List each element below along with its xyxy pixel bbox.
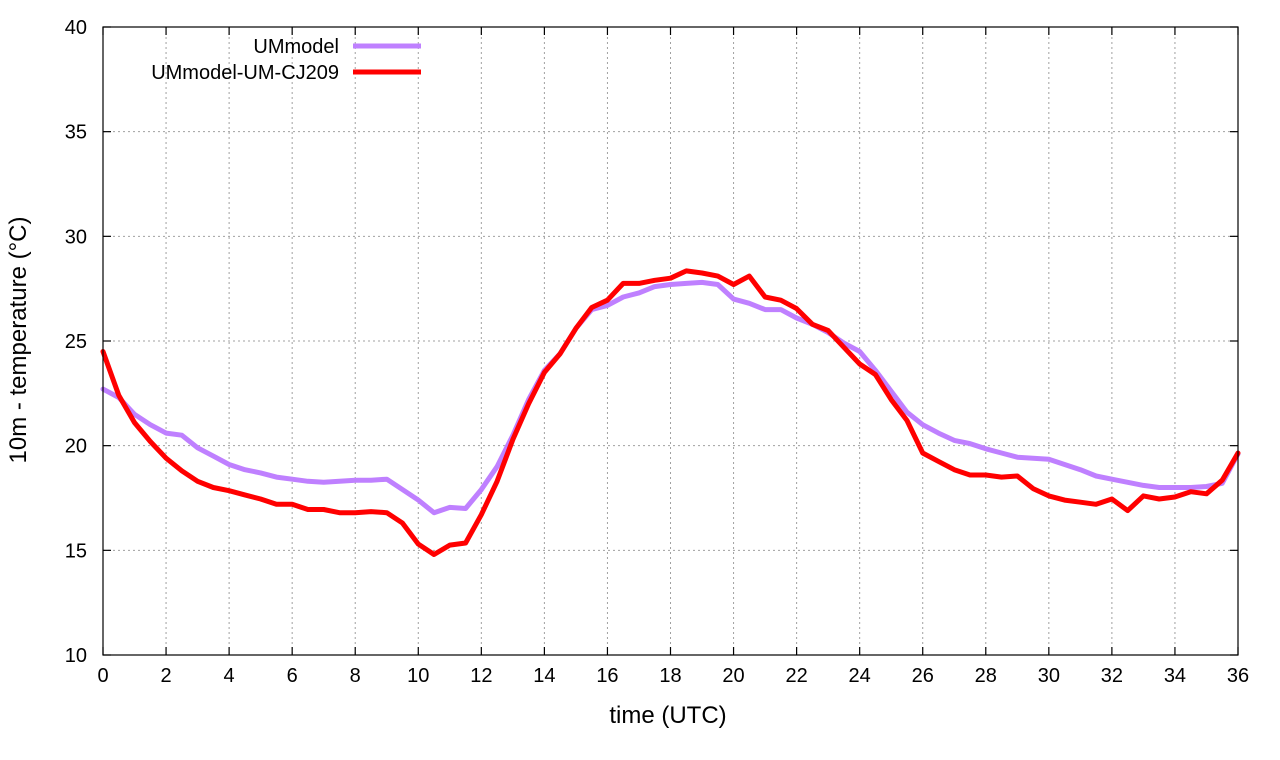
x-tick-label: 6 xyxy=(287,665,298,687)
x-axis-title: time (UTC) xyxy=(609,702,726,729)
x-tick-label: 8 xyxy=(350,665,361,687)
y-tick-label: 40 xyxy=(65,17,87,39)
x-tick-label: 4 xyxy=(224,665,235,687)
grid xyxy=(103,27,1238,655)
legend-label: UMmodel-UM-CJ209 xyxy=(151,62,339,84)
x-tick-label: 22 xyxy=(785,665,807,687)
y-tick-label: 10 xyxy=(65,645,87,667)
x-tick-label: 16 xyxy=(596,665,618,687)
x-tick-label: 18 xyxy=(659,665,681,687)
x-tick-label: 26 xyxy=(912,665,934,687)
legend-label: UMmodel xyxy=(253,36,339,58)
ticks xyxy=(102,26,1239,656)
y-tick-label: 35 xyxy=(65,122,87,144)
x-tick-label: 36 xyxy=(1227,665,1249,687)
y-tick-label: 20 xyxy=(65,436,87,458)
x-tick-label: 0 xyxy=(97,665,108,687)
x-tick-label: 24 xyxy=(849,665,871,687)
y-axis-title: 10m - temperature (°C) xyxy=(5,217,32,464)
y-tick-label: 25 xyxy=(65,331,87,353)
x-tick-label: 12 xyxy=(470,665,492,687)
series-layer xyxy=(100,268,1241,557)
x-tick-label: 10 xyxy=(407,665,429,687)
y-tick-label: 30 xyxy=(65,226,87,248)
series-line-1 xyxy=(100,279,1241,516)
x-tick-label: 20 xyxy=(722,665,744,687)
legend: UMmodel UMmodel-UM-CJ209 xyxy=(151,36,421,84)
x-tick-label: 30 xyxy=(1038,665,1060,687)
x-tick-label: 2 xyxy=(160,665,171,687)
x-tick-label: 14 xyxy=(533,665,555,687)
x-tick-label: 28 xyxy=(975,665,997,687)
x-tick-label: 32 xyxy=(1101,665,1123,687)
series-line-2 xyxy=(100,268,1241,557)
tick-labels: 0 2 4 6 8 10 12 14 16 18 20 22 24 26 28 30 32 34 361015202… xyxy=(65,17,1249,687)
y-tick-label: 15 xyxy=(65,540,87,562)
x-tick-label: 34 xyxy=(1164,665,1186,687)
